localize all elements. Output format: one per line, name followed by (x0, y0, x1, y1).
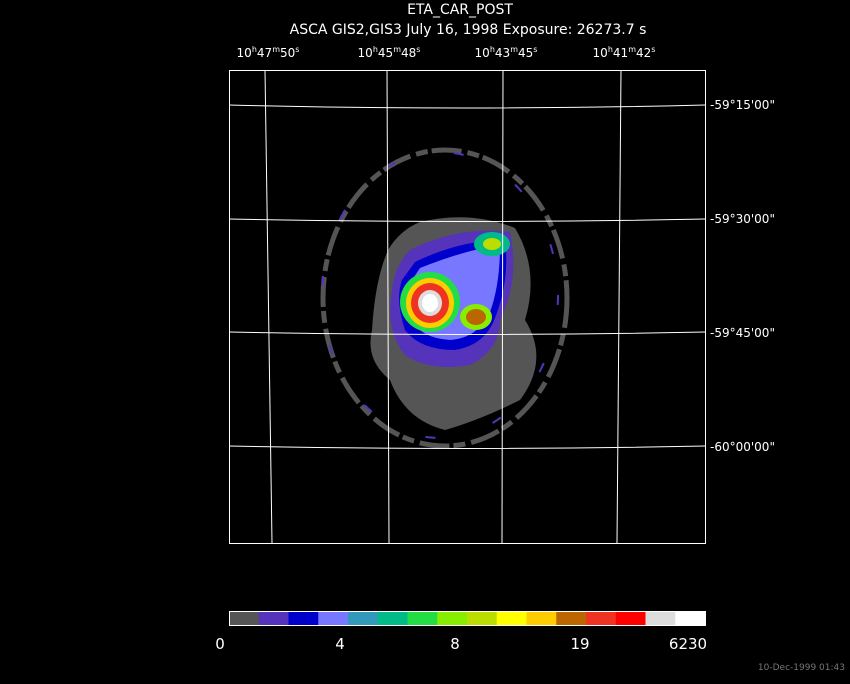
colorbar-swatch (556, 611, 587, 625)
dec-label: -59°15'00" (710, 98, 775, 112)
dec-grid-line (228, 218, 706, 222)
source-north-core (483, 238, 501, 250)
timestamp: 10-Dec-1999 01:43 (758, 663, 845, 673)
colorbar-swatch (437, 611, 468, 625)
ra-unit: h (373, 45, 378, 54)
ra-grid-line (386, 69, 390, 544)
colorbar-swatch (348, 611, 379, 625)
ra-unit: s (651, 45, 655, 54)
ra-value: 10 (237, 46, 252, 60)
source-south-core (466, 309, 486, 325)
colorbar-swatch (407, 611, 438, 625)
colorbar-swatch (526, 611, 557, 625)
ra-value: 47 (257, 46, 272, 60)
ra-value: 41 (613, 46, 628, 60)
source-eta-core (422, 294, 438, 312)
coordinate-grid (228, 69, 706, 544)
colorbar-swatch (615, 611, 646, 625)
dec-label: -59°45'00" (710, 326, 775, 340)
colorbar-label: 8 (450, 635, 460, 653)
colorbar-label: 0 (215, 635, 225, 653)
ra-unit: s (416, 45, 420, 54)
dec-grid-line (228, 104, 706, 109)
ra-grid-line (616, 69, 622, 544)
ra-label: 10h43m45s (475, 45, 538, 60)
ra-label: 10h47m50s (237, 45, 300, 60)
title: ETA_CAR_POST (407, 2, 513, 18)
ra-grid-line (264, 69, 273, 544)
subtitle: ASCA GIS2,GIS3 July 16, 1998 Exposure: 2… (290, 22, 647, 38)
colorbar-swatch (496, 611, 527, 625)
colorbar: 0 4 8 19 6230 (215, 611, 707, 653)
ra-unit: s (533, 45, 537, 54)
ra-unit: m (393, 45, 401, 54)
ra-value: 10 (358, 46, 373, 60)
ra-unit: s (295, 45, 299, 54)
colorbar-swatch (645, 611, 676, 625)
ra-unit: h (490, 45, 495, 54)
colorbar-label: 19 (570, 635, 589, 653)
colorbar-swatch (377, 611, 408, 625)
ra-value: 10 (475, 46, 490, 60)
colorbar-label: 6230 (669, 635, 707, 653)
colorbar-swatch (229, 611, 260, 625)
ra-value: 50 (280, 46, 295, 60)
ra-unit: m (510, 45, 518, 54)
ra-unit: h (608, 45, 613, 54)
dec-grid-line (228, 331, 706, 335)
dec-label: -59°30'00" (710, 212, 775, 226)
ra-unit: m (628, 45, 636, 54)
colorbar-frame (229, 611, 706, 626)
ra-value: 42 (636, 46, 651, 60)
colorbar-swatch (467, 611, 498, 625)
ra-unit: m (272, 45, 280, 54)
colorbar-swatch (586, 611, 617, 625)
ra-value: 43 (495, 46, 510, 60)
colorbar-label: 4 (335, 635, 345, 653)
dec-label: -60°00'00" (710, 440, 775, 454)
ra-labels: 10h47m50s 10h45m48s 10h43m45s 10h41m42s (237, 45, 656, 60)
ra-value: 45 (378, 46, 393, 60)
ra-grid-line (501, 69, 504, 544)
colorbar-swatch (288, 611, 319, 625)
frame (229, 70, 706, 544)
ra-unit: h (252, 45, 257, 54)
xray-image (320, 147, 570, 449)
dec-grid-line (228, 445, 706, 449)
ring-edge (321, 151, 559, 439)
colorbar-swatch (675, 611, 706, 625)
ra-label: 10h41m42s (593, 45, 656, 60)
ra-value: 48 (401, 46, 416, 60)
outer-ring (320, 147, 570, 449)
colorbar-swatch (258, 611, 289, 625)
colorbar-swatch (318, 611, 349, 625)
ra-value: 10 (593, 46, 608, 60)
ra-value: 45 (518, 46, 533, 60)
ra-label: 10h45m48s (358, 45, 421, 60)
dec-labels: -59°15'00" -59°30'00" -59°45'00" -60°00'00" (710, 98, 775, 454)
